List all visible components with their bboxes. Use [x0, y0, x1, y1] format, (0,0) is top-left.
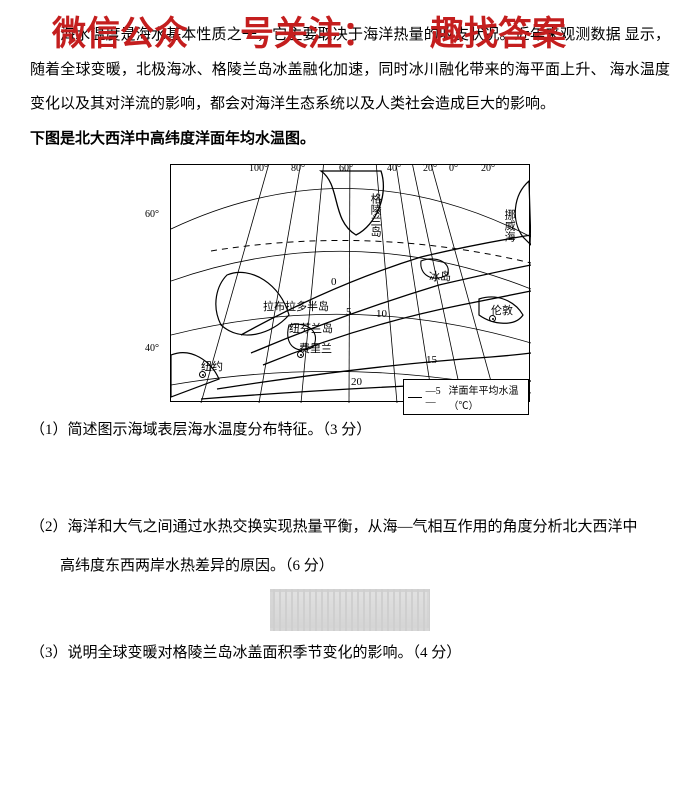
- place-iceland: 冰岛: [429, 271, 451, 283]
- map-svg: 0 5 10 15 20: [171, 165, 531, 403]
- figure-caption-lead: 下图是北大西洋中高纬度洋面年均水温图。: [30, 122, 670, 157]
- lon-label: 20°: [481, 163, 495, 174]
- question-2-line2: 高纬度东西两岸水热差异的原因。（6 分）: [30, 550, 670, 583]
- map-legend: —5— 洋面年平均水温（℃）: [403, 379, 529, 415]
- place-norway_sea: 挪威海: [503, 209, 515, 242]
- svg-text:20: 20: [351, 376, 363, 388]
- svg-text:5: 5: [346, 306, 352, 318]
- legend-sample: —5—: [426, 386, 445, 408]
- city-dot-freeland: [297, 351, 304, 358]
- svg-text:10: 10: [376, 308, 388, 320]
- svg-text:15: 15: [426, 354, 438, 366]
- figure-container: 05101520 —5— 洋面年平均水温（℃） 100°80°60°40°20°…: [30, 164, 670, 402]
- map-figure: 05101520 —5— 洋面年平均水温（℃） 100°80°60°40°20°…: [170, 164, 530, 402]
- lat-label: 60°: [145, 209, 159, 220]
- exam-page: 微信公众 号关注： 趣找答案 海水温度是海水基本性质之一，它主要取决于海洋热量的…: [0, 0, 700, 680]
- lon-label: 40°: [387, 163, 401, 174]
- print-smudge: [270, 589, 430, 631]
- lon-label: 20°: [423, 163, 437, 174]
- place-labrador: 拉布拉多半岛: [263, 301, 329, 313]
- place-newfoundland: 纽芬兰岛: [289, 323, 333, 335]
- svg-text:0: 0: [331, 276, 337, 288]
- question-2-line1: （2）海洋和大气之间通过水热交换实现热量平衡，从海—气相互作用的角度分析北大西洋…: [30, 511, 670, 544]
- place-greenland: 格陵兰岛: [369, 193, 381, 237]
- lat-label: 40°: [145, 343, 159, 354]
- lon-label: 100°: [249, 163, 268, 174]
- city-dot-london: [489, 315, 496, 322]
- legend-line-icon: [408, 397, 422, 398]
- lon-label: 80°: [291, 163, 305, 174]
- intro-paragraph: 海水温度是海水基本性质之一，它主要取决于海洋热量的收支状况。近年来观测数据 显示…: [30, 18, 670, 122]
- city-dot-newyork: [199, 371, 206, 378]
- lon-label: 60°: [339, 163, 353, 174]
- lon-label: 0°: [449, 163, 458, 174]
- legend-text: 洋面年平均水温（℃）: [448, 382, 524, 412]
- para-line1: 海水温度是海水基本性质之一，它主要取决于海洋热量的收支状况。近年来观测数据: [60, 27, 621, 43]
- question-1: （1）简述图示海域表层海水温度分布特征。（3 分）: [30, 414, 670, 447]
- question-3: （3）说明全球变暖对格陵兰岛冰盖面积季节变化的影响。（4 分）: [30, 637, 670, 670]
- answer-space-1: [30, 447, 670, 505]
